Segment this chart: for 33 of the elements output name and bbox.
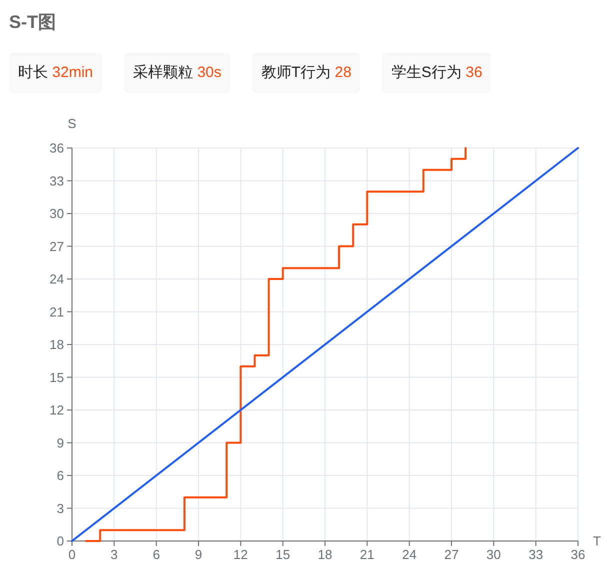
x-tick-label: 30 [486,547,501,562]
text: 教师T行为 28 [261,64,352,81]
x-tick-label: 15 [276,547,290,562]
x-tick-label: 21 [360,547,374,562]
x-tick-label: 33 [528,547,544,562]
text: 时长 32min [18,64,94,81]
x-tick-label: 12 [233,547,248,562]
y-tick-label: 30 [50,206,64,221]
x-tick-label: 18 [318,547,332,562]
y-tick-label: 6 [56,468,64,483]
x-tick-label: 9 [194,547,202,562]
x-tick-label: 27 [444,547,459,562]
text: 采样颗粒 30s [133,64,222,81]
y-axis-title: S [68,116,77,131]
y-tick-label: 18 [50,337,64,352]
text: S-T图 [9,11,56,34]
y-tick-label: 15 [50,370,64,385]
y-tick-label: 24 [50,272,64,286]
y-tick-label: 21 [50,304,64,320]
y-tick-label: 12 [50,402,64,418]
x-tick-label: 6 [152,547,160,562]
y-tick-label: 33 [50,173,64,188]
x-tick-label: 3 [110,547,118,562]
text: 学生S行为 36 [391,64,482,81]
x-tick-label: 24 [402,547,417,562]
y-tick-label: 27 [50,238,64,254]
y-tick-label: 0 [56,534,64,548]
x-tick-label: 36 [570,547,586,562]
y-tick-label: 36 [50,140,64,156]
x-tick-label: 0 [68,547,76,562]
x-axis-title: T [593,534,601,548]
y-tick-label: 3 [56,500,64,516]
y-tick-label: 9 [56,435,64,450]
